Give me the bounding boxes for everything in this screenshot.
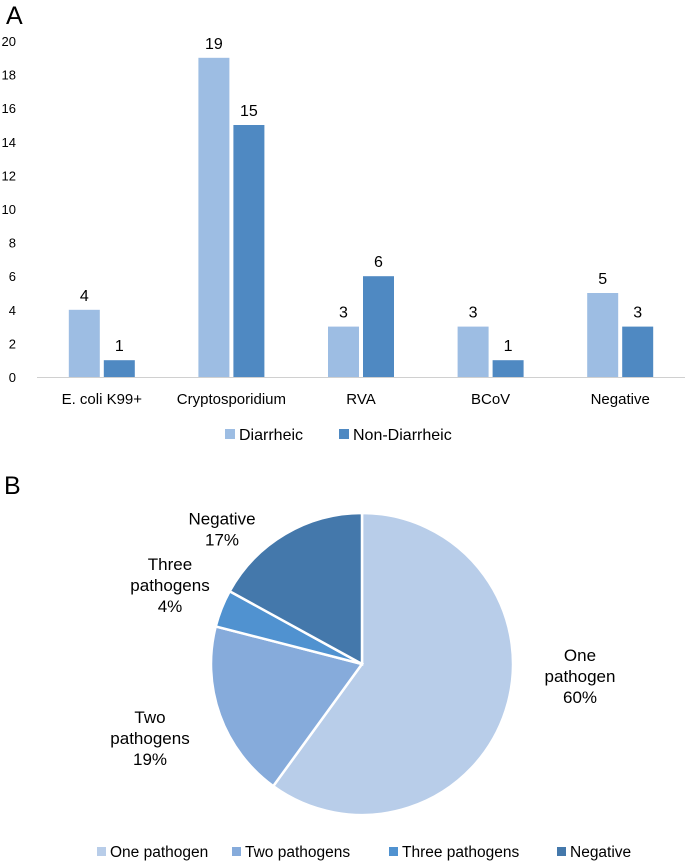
legend-label: Two pathogens [245,844,350,861]
pie-label: 19% [133,750,167,769]
pie-label: pathogen [545,667,616,686]
data-label: 19 [205,36,223,53]
data-label: 15 [240,103,258,120]
y-tick-label: 20 [2,34,16,49]
bar-non-diarrheic [103,360,135,377]
bar-non-diarrheic [492,360,524,377]
bar-non-diarrheic [622,326,654,377]
y-tick-label: 18 [2,68,16,83]
data-label: 4 [80,288,89,305]
legend-swatch-one-pathogen [97,847,106,856]
y-tick-label: 4 [9,303,16,318]
pie-label: pathogens [130,576,209,595]
bar-non-diarrheic [363,276,394,377]
pie-label: 17% [205,531,239,550]
bar-diarrheic [68,309,100,377]
pie-label: 60% [563,688,597,707]
y-tick-label: 2 [9,336,16,351]
legend-label: Three pathogens [402,844,519,861]
y-tick-label: 0 [9,370,16,385]
x-tick-label: Negative [591,391,650,408]
y-tick-label: 10 [2,202,16,217]
bar-diarrheic [457,326,489,377]
data-label: 3 [339,305,348,322]
legend-swatch-two-pathogens [232,847,241,856]
y-tick-label: 6 [9,269,16,284]
data-label: 3 [633,305,642,322]
pie-label: Three [148,555,192,574]
data-label: 6 [374,254,383,271]
x-tick-label: RVA [346,391,375,408]
data-label: 5 [598,271,607,288]
y-tick-label: 12 [2,168,16,183]
panel-a-label: A [6,2,23,30]
legend-swatch-negative [557,847,566,856]
panel-b-label: B [4,472,21,500]
pie-slice-one-pathogen [271,511,515,817]
bar-legend: Diarrheic Non-Diarrheic [225,427,452,444]
legend-label: Negative [570,844,631,861]
legend-label: Non-Diarrheic [353,427,452,444]
legend-swatch-three-pathogens [389,847,398,856]
x-tick-label: BCoV [471,391,510,408]
x-tick-label: E. coli K99+ [62,391,143,408]
pie-slice-negative [227,511,364,667]
x-tick-label: Cryptosporidium [177,391,286,408]
pie-label: Two [134,708,165,727]
pie-slice-two-pathogens [209,624,365,788]
y-tick-label: 8 [9,236,16,251]
bar-diarrheic [328,326,359,377]
legend-label: One pathogen [110,844,208,861]
pie-label: pathogens [110,729,189,748]
y-tick-label: 14 [2,135,16,150]
data-label: 1 [504,338,513,355]
pie-label: Negative [188,510,255,529]
data-label: 1 [115,338,124,355]
legend-swatch-non-diarrheic [339,429,349,439]
pie-legend: One pathogen Two pathogens Three pathogens… [97,844,631,861]
legend-label: Diarrheic [239,427,303,444]
legend-swatch-diarrheic [225,429,235,439]
data-label: 3 [469,305,478,322]
pie-label: One [564,646,596,665]
pie-label: 4% [158,597,183,616]
pie-chart: One pathogen 60% Two pathogens 19% Three pathog… [110,510,616,817]
bar-diarrheic [198,57,230,378]
bar-diarrheic [587,293,619,377]
y-tick-label: 16 [2,101,16,116]
bar-non-diarrheic [233,125,265,377]
